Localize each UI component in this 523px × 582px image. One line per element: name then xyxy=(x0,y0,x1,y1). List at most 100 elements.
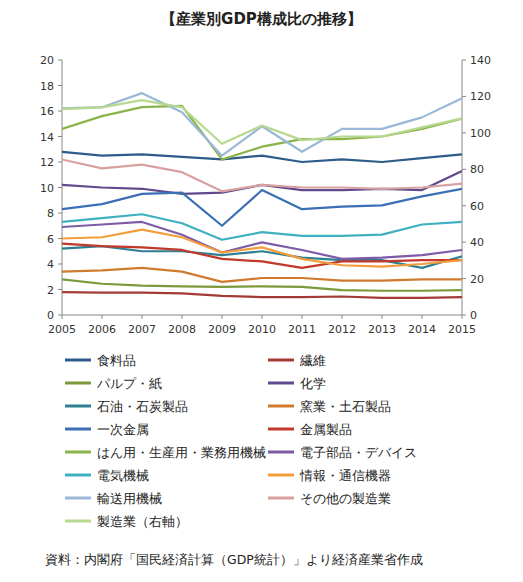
x-tick-label: 2012 xyxy=(328,323,356,336)
y-tick-label: 12 xyxy=(40,156,54,169)
series-line xyxy=(62,214,462,240)
y-tick-label: 8 xyxy=(47,207,54,220)
y2-tick-label: 140 xyxy=(470,54,491,67)
y2-tick-label: 20 xyxy=(470,273,484,286)
x-tick-label: 2006 xyxy=(88,323,116,336)
legend-label: 窯業・土石製品 xyxy=(300,399,391,414)
x-tick-label: 2013 xyxy=(368,323,396,336)
y-tick-label: 6 xyxy=(47,233,54,246)
legend-swatch xyxy=(268,474,294,477)
y2-tick xyxy=(462,315,466,316)
series-line xyxy=(62,222,462,259)
legend-label: はん用・生産用・業務用機械 xyxy=(97,445,266,460)
legend-swatch xyxy=(65,520,91,523)
legend: 食料品 繊維パルプ・紙 化学石油・石炭製品 窯業・土石製品一次金属 金属製品はん用・生産… xyxy=(65,353,417,529)
legend-label: 電子部品・デバイス xyxy=(300,445,417,460)
y-tick-label: 14 xyxy=(40,131,54,144)
chart: 【産業別GDP構成比の推移】02468101214161820020406080… xyxy=(0,0,523,582)
legend-label: 食料品 xyxy=(97,353,136,368)
y2-tick xyxy=(462,278,466,279)
legend-label: 輸送用機械 xyxy=(97,491,162,506)
y2-tick-label: 80 xyxy=(470,163,484,176)
series-line xyxy=(62,230,462,267)
x-tick-label: 2015 xyxy=(448,323,476,336)
y2-tick-label: 60 xyxy=(470,200,484,213)
y-tick xyxy=(58,187,62,188)
y2-tick xyxy=(462,60,466,61)
legend-swatch xyxy=(65,359,91,362)
x-tick xyxy=(262,315,263,319)
series-line xyxy=(62,159,462,191)
legend-label: 情報・通信機器 xyxy=(299,468,391,483)
y2-tick-label: 0 xyxy=(470,309,477,322)
legend-swatch xyxy=(65,451,91,454)
y-tick-label: 0 xyxy=(47,309,54,322)
x-tick xyxy=(342,315,343,319)
title: 【産業別GDP構成比の推移】 xyxy=(161,10,362,28)
x-tick-label: 2014 xyxy=(408,323,436,336)
series-line xyxy=(62,292,462,298)
x-tick-label: 2007 xyxy=(128,323,156,336)
y-tick-label: 16 xyxy=(40,105,54,118)
legend-label: 電気機械 xyxy=(97,468,149,483)
legend-label: 一次金属 xyxy=(97,422,149,437)
y-tick xyxy=(58,238,62,239)
legend-swatch xyxy=(268,405,294,408)
legend-swatch xyxy=(268,451,294,454)
y-tick-label: 10 xyxy=(40,182,54,195)
x-tick xyxy=(142,315,143,319)
legend-swatch xyxy=(65,497,91,500)
legend-swatch xyxy=(65,428,91,431)
y-tick xyxy=(58,111,62,112)
legend-label: 化学 xyxy=(300,376,326,391)
y-tick xyxy=(58,264,62,265)
y-tick xyxy=(58,85,62,86)
y-tick xyxy=(58,162,62,163)
y2-tick xyxy=(462,242,466,243)
x-tick-label: 2010 xyxy=(248,323,276,336)
series-line xyxy=(62,152,462,162)
legend-swatch xyxy=(268,359,294,362)
x-tick xyxy=(302,315,303,319)
axes: 0246810121416182002040608010012014020052… xyxy=(40,54,491,336)
y2-tick-label: 100 xyxy=(470,127,491,140)
x-tick xyxy=(182,315,183,319)
y-tick-label: 18 xyxy=(40,80,54,93)
x-tick xyxy=(422,315,423,319)
series-line xyxy=(62,93,462,155)
x-tick-label: 2011 xyxy=(288,323,316,336)
legend-label: パルプ・紙 xyxy=(96,376,162,391)
legend-swatch xyxy=(268,497,294,500)
y-tick-label: 2 xyxy=(47,284,54,297)
x-tick xyxy=(62,315,63,319)
y-tick-label: 20 xyxy=(40,54,54,67)
y-tick xyxy=(58,60,62,61)
legend-swatch xyxy=(65,382,91,385)
y-tick xyxy=(58,315,62,316)
y2-tick xyxy=(462,169,466,170)
x-tick-label: 2008 xyxy=(168,323,196,336)
series-line xyxy=(62,189,462,226)
legend-swatch xyxy=(65,405,91,408)
y2-tick xyxy=(462,205,466,206)
x-tick xyxy=(382,315,383,319)
x-tick xyxy=(102,315,103,319)
x-tick xyxy=(222,315,223,319)
x-tick-label: 2005 xyxy=(48,323,76,336)
legend-swatch xyxy=(268,382,294,385)
legend-label: 繊維 xyxy=(299,353,326,368)
legend-label: 石油・石炭製品 xyxy=(97,399,188,414)
x-tick-label: 2009 xyxy=(208,323,236,336)
legend-swatch xyxy=(268,428,294,431)
legend-label: 金属製品 xyxy=(300,422,352,437)
y2-tick xyxy=(462,132,466,133)
series-line xyxy=(62,268,462,282)
y2-tick-label: 120 xyxy=(470,90,491,103)
legend-label: 製造業（右軸） xyxy=(97,514,188,529)
series-line xyxy=(62,100,462,144)
legend-label: その他の製造業 xyxy=(300,491,391,506)
y2-tick-label: 40 xyxy=(470,236,484,249)
source: 資料：内閣府「国民経済計算（GDP統計）」より経済産業省作成 xyxy=(45,552,423,567)
y-tick xyxy=(58,213,62,214)
y-tick xyxy=(58,289,62,290)
